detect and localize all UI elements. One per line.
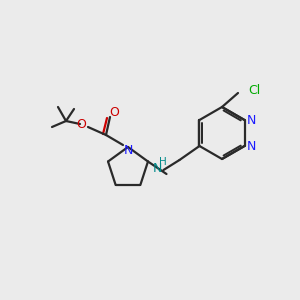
Text: Cl: Cl: [248, 83, 260, 97]
Text: N: N: [153, 161, 162, 175]
Text: O: O: [109, 106, 119, 119]
Text: H: H: [159, 157, 167, 167]
Text: N: N: [247, 140, 256, 152]
Text: O: O: [76, 118, 86, 131]
Text: N: N: [123, 143, 133, 157]
Text: N: N: [247, 113, 256, 127]
